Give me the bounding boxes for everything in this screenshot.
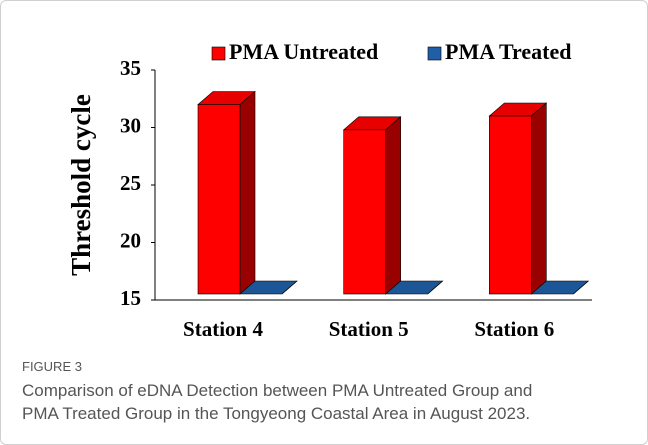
x-tick-label: Station 6 [474,317,554,341]
caption-line: Comparison of eDNA Detection between PMA… [22,381,532,400]
legend-label: PMA Untreated [229,39,378,64]
legend-swatch [427,46,442,61]
bar-side [281,280,298,295]
bar-front [343,129,386,295]
y-tick-label: 30 [120,113,141,137]
bar [342,116,402,295]
bar-side [573,280,589,295]
bar-front [197,104,241,295]
bar-side [427,280,443,295]
bar-side [531,102,547,295]
legend-swatch [211,46,226,61]
figure-label: FIGURE 3 [22,359,82,374]
x-tick-label: Station 5 [329,317,409,341]
bar [197,90,256,295]
legend-label: PMA Treated [445,39,571,64]
bar-front [489,115,532,295]
bar-side [385,116,401,295]
caption-line: PMA Treated Group in the Tongyeong Coast… [22,404,530,423]
bar [239,280,298,295]
bar [384,280,444,295]
bar [488,102,548,295]
bar-side [239,90,256,295]
x-tick-label: Station 4 [183,317,263,341]
bar [530,280,590,295]
y-tick-label: 15 [120,286,141,310]
y-tick-label: 25 [120,171,141,195]
y-axis-label: Threshold cycle [66,94,96,276]
y-tick-label: 20 [120,228,141,252]
y-tick-label: 35 [120,56,141,80]
